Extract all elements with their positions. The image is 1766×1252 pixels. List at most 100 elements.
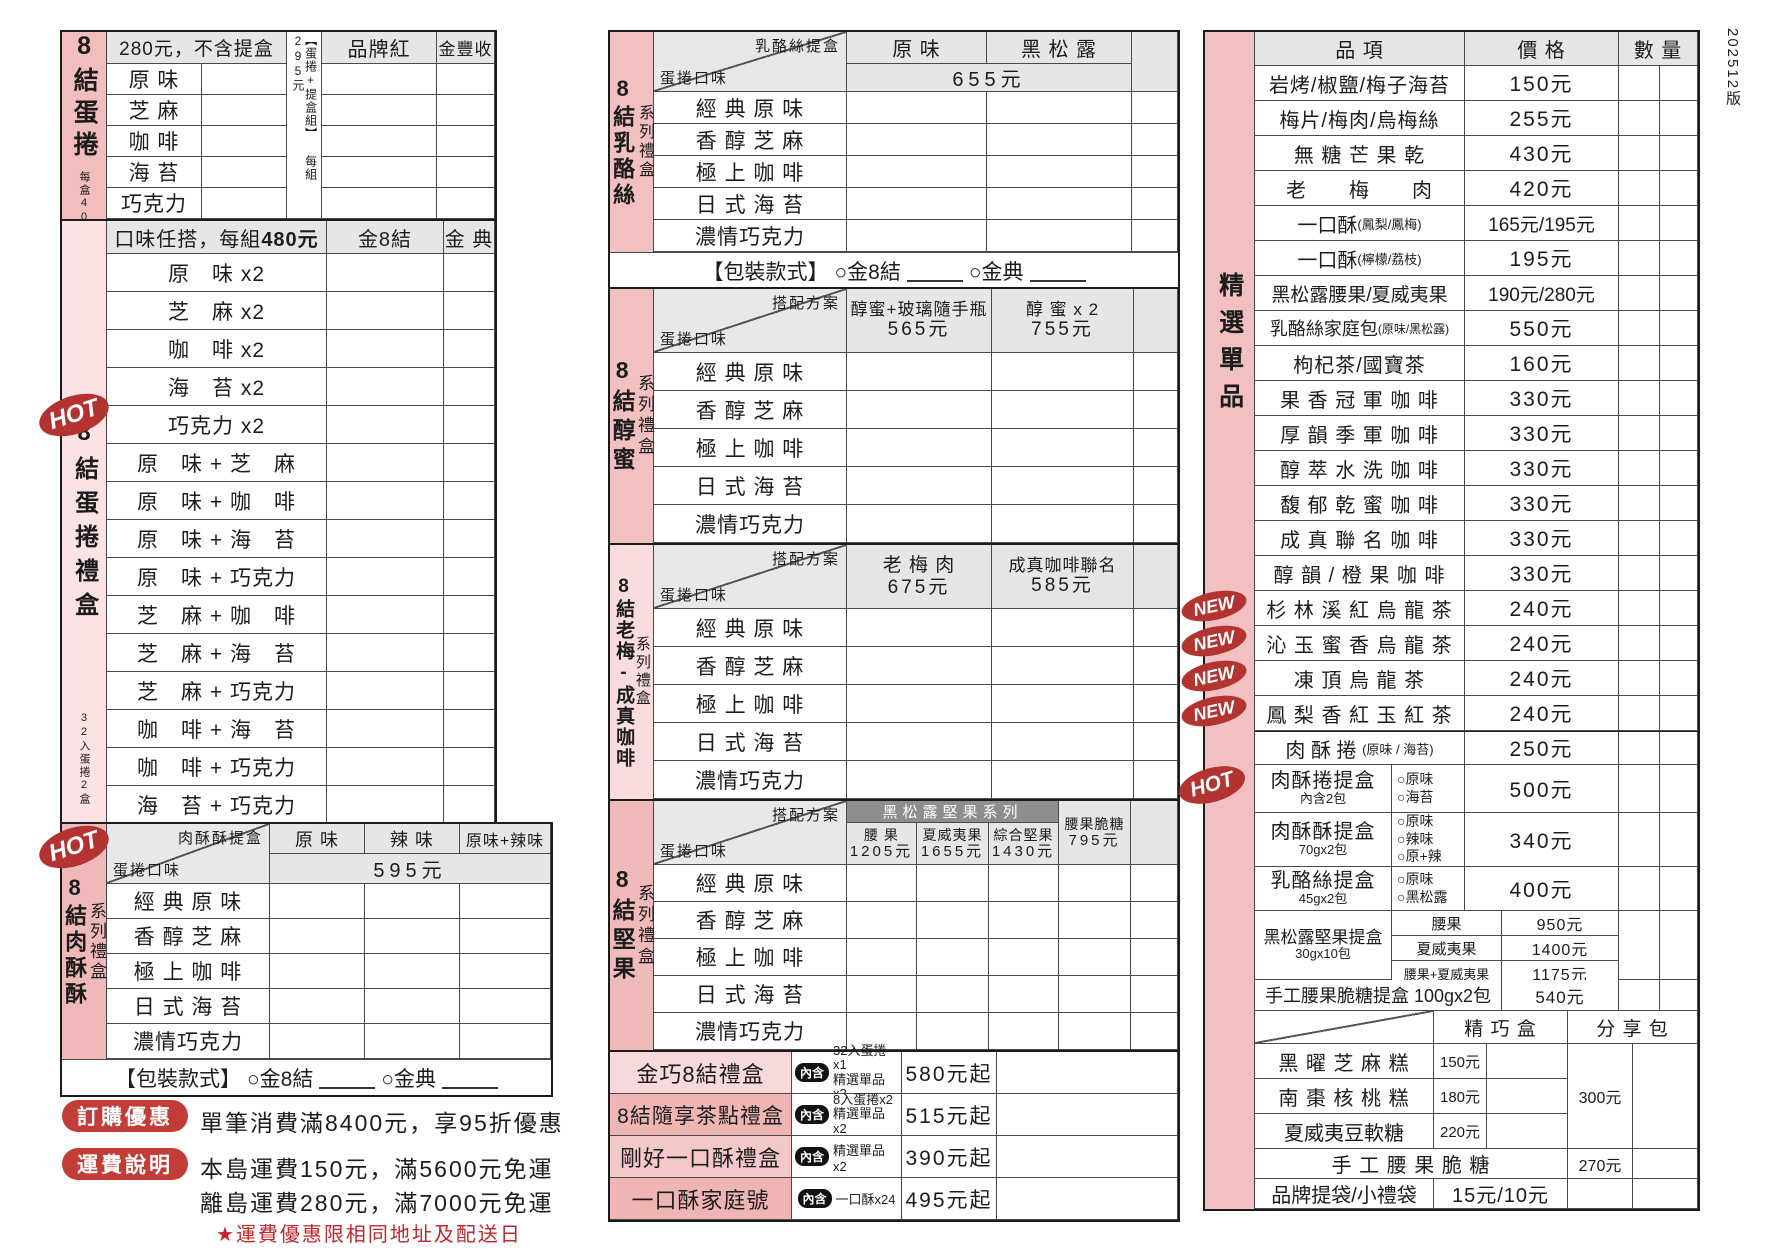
order-cell[interactable] xyxy=(989,902,1059,939)
order-cell[interactable] xyxy=(1131,939,1178,976)
qty-cell[interactable] xyxy=(1619,556,1660,591)
qty-cell[interactable] xyxy=(1660,381,1698,416)
order-cell[interactable] xyxy=(322,126,437,157)
order-cell[interactable] xyxy=(365,1024,460,1059)
qty-cell[interactable] xyxy=(1619,101,1660,136)
flavor-options[interactable]: ○原味 ○辣味 ○原+辣 xyxy=(1392,813,1465,867)
order-cell[interactable] xyxy=(1134,647,1178,685)
order-cell[interactable] xyxy=(1134,609,1178,647)
order-cell[interactable] xyxy=(997,1136,1178,1178)
order-cell[interactable] xyxy=(847,609,992,647)
qty-cell[interactable] xyxy=(1619,911,1660,980)
order-cell[interactable] xyxy=(987,156,1132,188)
order-cell[interactable] xyxy=(444,482,495,520)
qty-cell[interactable] xyxy=(1487,1079,1568,1114)
packaging-option[interactable]: ○金8結 xyxy=(246,1067,314,1091)
qty-cell[interactable] xyxy=(1660,101,1698,136)
order-cell[interactable] xyxy=(322,64,437,95)
order-cell[interactable] xyxy=(460,989,551,1024)
qty-cell[interactable] xyxy=(1660,980,1698,1011)
order-cell[interactable] xyxy=(992,647,1134,685)
order-cell[interactable] xyxy=(987,124,1132,156)
order-cell[interactable] xyxy=(1131,902,1178,939)
qty-cell[interactable] xyxy=(1660,867,1698,911)
order-cell[interactable] xyxy=(1132,156,1178,188)
order-cell[interactable] xyxy=(202,95,287,126)
qty-cell[interactable] xyxy=(1619,867,1660,911)
order-cell[interactable] xyxy=(444,786,495,824)
order-cell[interactable] xyxy=(327,368,444,406)
order-cell[interactable] xyxy=(327,558,444,596)
order-cell[interactable] xyxy=(327,710,444,748)
order-cell[interactable] xyxy=(987,188,1132,220)
order-cell[interactable] xyxy=(327,634,444,672)
qty-cell[interactable] xyxy=(1660,241,1698,276)
qty-cell[interactable] xyxy=(1619,980,1660,1011)
qty-cell[interactable] xyxy=(1660,136,1698,171)
order-cell[interactable] xyxy=(847,1013,917,1050)
order-cell[interactable] xyxy=(460,919,551,954)
order-cell[interactable] xyxy=(365,884,460,919)
order-cell[interactable] xyxy=(992,609,1134,647)
order-cell[interactable] xyxy=(847,685,992,723)
qty-cell[interactable] xyxy=(1660,521,1698,556)
order-cell[interactable] xyxy=(847,902,917,939)
qty-cell[interactable] xyxy=(1660,486,1698,521)
order-cell[interactable] xyxy=(1131,976,1178,1013)
qty-cell[interactable] xyxy=(1619,521,1660,556)
qty-cell[interactable] xyxy=(1619,346,1660,381)
order-cell[interactable] xyxy=(847,761,992,799)
order-cell[interactable] xyxy=(1131,865,1178,902)
order-cell[interactable] xyxy=(847,467,992,505)
qty-cell[interactable] xyxy=(1660,451,1698,486)
qty-cell[interactable] xyxy=(1660,416,1698,451)
qty-cell[interactable] xyxy=(1619,765,1660,813)
qty-cell[interactable] xyxy=(1619,66,1660,101)
order-cell[interactable] xyxy=(327,596,444,634)
packaging-option[interactable]: ○金典 xyxy=(381,1067,437,1091)
order-cell[interactable] xyxy=(322,157,437,188)
order-cell[interactable] xyxy=(992,429,1134,467)
order-cell[interactable] xyxy=(1059,939,1131,976)
order-cell[interactable] xyxy=(992,505,1134,543)
order-cell[interactable] xyxy=(992,685,1134,723)
order-cell[interactable] xyxy=(437,64,495,95)
order-cell[interactable] xyxy=(327,330,444,368)
order-cell[interactable] xyxy=(322,95,437,126)
order-cell[interactable] xyxy=(444,406,495,444)
order-cell[interactable] xyxy=(327,748,444,786)
order-cell[interactable] xyxy=(917,939,989,976)
order-cell[interactable] xyxy=(992,391,1134,429)
order-cell[interactable] xyxy=(444,672,495,710)
order-cell[interactable] xyxy=(444,330,495,368)
order-cell[interactable] xyxy=(1059,902,1131,939)
order-cell[interactable] xyxy=(989,939,1059,976)
order-cell[interactable] xyxy=(1132,124,1178,156)
order-cell[interactable] xyxy=(847,156,987,188)
order-cell[interactable] xyxy=(847,939,917,976)
qty-cell[interactable] xyxy=(1660,813,1698,867)
order-cell[interactable] xyxy=(460,1024,551,1059)
qty-cell[interactable] xyxy=(1660,696,1698,731)
order-cell[interactable] xyxy=(444,634,495,672)
order-cell[interactable] xyxy=(847,92,987,124)
qty-cell[interactable] xyxy=(1660,765,1698,813)
qty-cell[interactable] xyxy=(1633,1044,1698,1149)
qty-cell[interactable] xyxy=(1633,1149,1698,1179)
order-cell[interactable] xyxy=(327,482,444,520)
qty-cell[interactable] xyxy=(1619,591,1660,626)
qty-cell[interactable] xyxy=(1633,1179,1698,1209)
order-cell[interactable] xyxy=(437,188,495,219)
qty-cell[interactable] xyxy=(1660,311,1698,346)
order-cell[interactable] xyxy=(202,126,287,157)
order-cell[interactable] xyxy=(917,976,989,1013)
qty-cell[interactable] xyxy=(1619,241,1660,276)
order-cell[interactable] xyxy=(444,596,495,634)
flavor-options[interactable]: ○原味 ○黑松露 xyxy=(1392,867,1465,911)
order-cell[interactable] xyxy=(460,884,551,919)
order-cell[interactable] xyxy=(1132,188,1178,220)
order-cell[interactable] xyxy=(1134,353,1178,391)
qty-cell[interactable] xyxy=(1660,661,1698,696)
order-cell[interactable] xyxy=(444,520,495,558)
order-cell[interactable] xyxy=(1059,1013,1131,1050)
